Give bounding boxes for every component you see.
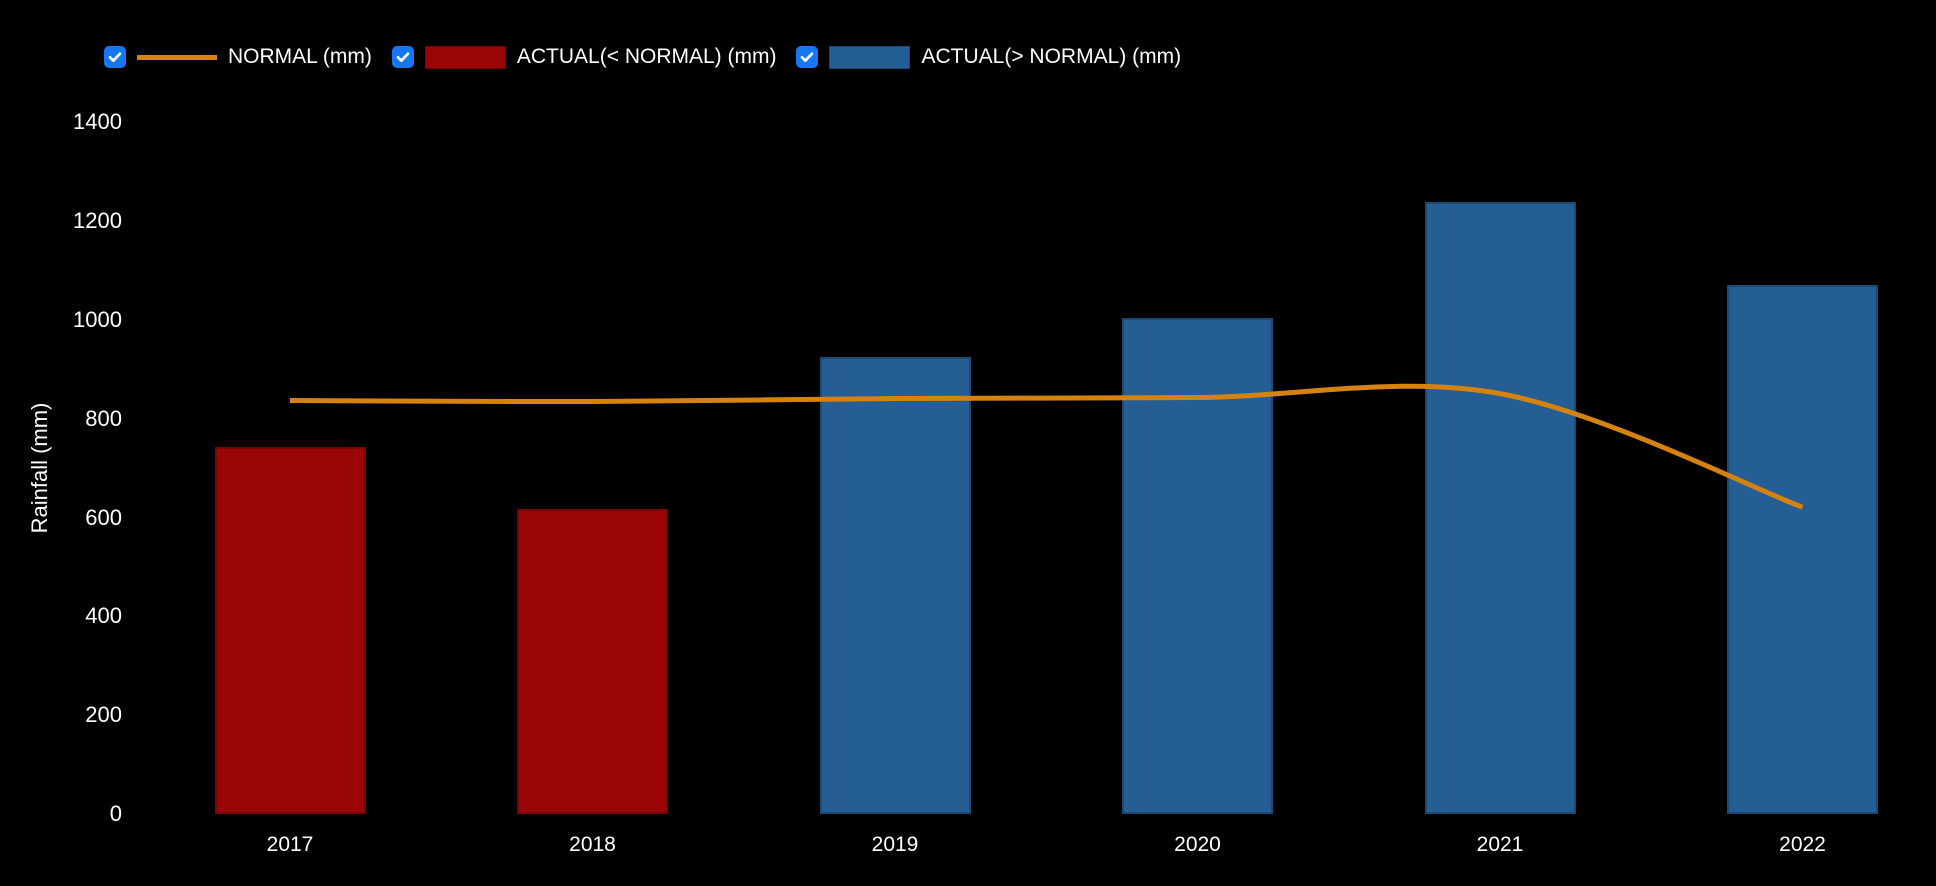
- bar-2022[interactable]: [1727, 284, 1878, 814]
- x-tick-label: 2019: [871, 833, 919, 856]
- bar-2021[interactable]: [1424, 201, 1576, 814]
- x-tick-label: 2017: [266, 833, 314, 856]
- checkmark-icon: [396, 52, 410, 62]
- x-axis-labels: 2017 2018 2019 2020 2021 2022: [0, 833, 1936, 863]
- y-tick-label: 1200: [73, 208, 122, 234]
- actual-above-normal-swatch: [829, 45, 911, 69]
- chart-legend: NORMAL (mm) ACTUAL(< NORMAL) (mm) ACTUAL…: [104, 45, 1181, 69]
- bar-2018[interactable]: [517, 509, 668, 814]
- legend-label-actual-above-normal: ACTUAL(> NORMAL) (mm): [921, 45, 1182, 68]
- x-tick-label: 2020: [1174, 833, 1221, 856]
- y-tick-label: 1400: [73, 109, 122, 135]
- bar-2020[interactable]: [1122, 317, 1273, 814]
- checkmark-icon: [801, 52, 814, 62]
- x-tick-label: 2021: [1476, 833, 1524, 856]
- normal-line-swatch: [137, 54, 217, 60]
- x-tick-label: 2022: [1779, 833, 1826, 856]
- checkbox-checked-icon[interactable]: [796, 46, 819, 68]
- bar-2019[interactable]: [819, 357, 971, 814]
- legend-item-actual-below-normal[interactable]: ACTUAL(< NORMAL) (mm): [391, 45, 777, 69]
- y-tick-label: 600: [85, 504, 122, 530]
- legend-label-normal: NORMAL (mm): [228, 45, 372, 68]
- actual-below-normal-swatch: [424, 45, 506, 69]
- y-tick-label: 400: [85, 603, 122, 629]
- bar-2017[interactable]: [214, 447, 366, 814]
- checkbox-checked-icon[interactable]: [391, 46, 414, 68]
- y-tick-label: 0: [109, 801, 122, 826]
- x-tick-label: 2018: [569, 833, 616, 856]
- y-tick-label: 800: [85, 405, 122, 431]
- y-tick-label: 200: [85, 702, 122, 728]
- checkbox-checked-icon[interactable]: [104, 46, 126, 68]
- checkmark-icon: [108, 52, 122, 62]
- y-axis: 0 200 400 600 800 1000 1200 1400: [0, 0, 122, 886]
- legend-item-normal[interactable]: NORMAL (mm): [104, 45, 372, 69]
- legend-item-actual-above-normal[interactable]: ACTUAL(> NORMAL) (mm): [796, 45, 1181, 69]
- y-tick-label: 1000: [73, 307, 122, 332]
- legend-label-actual-below-normal: ACTUAL(< NORMAL) (mm): [516, 45, 777, 68]
